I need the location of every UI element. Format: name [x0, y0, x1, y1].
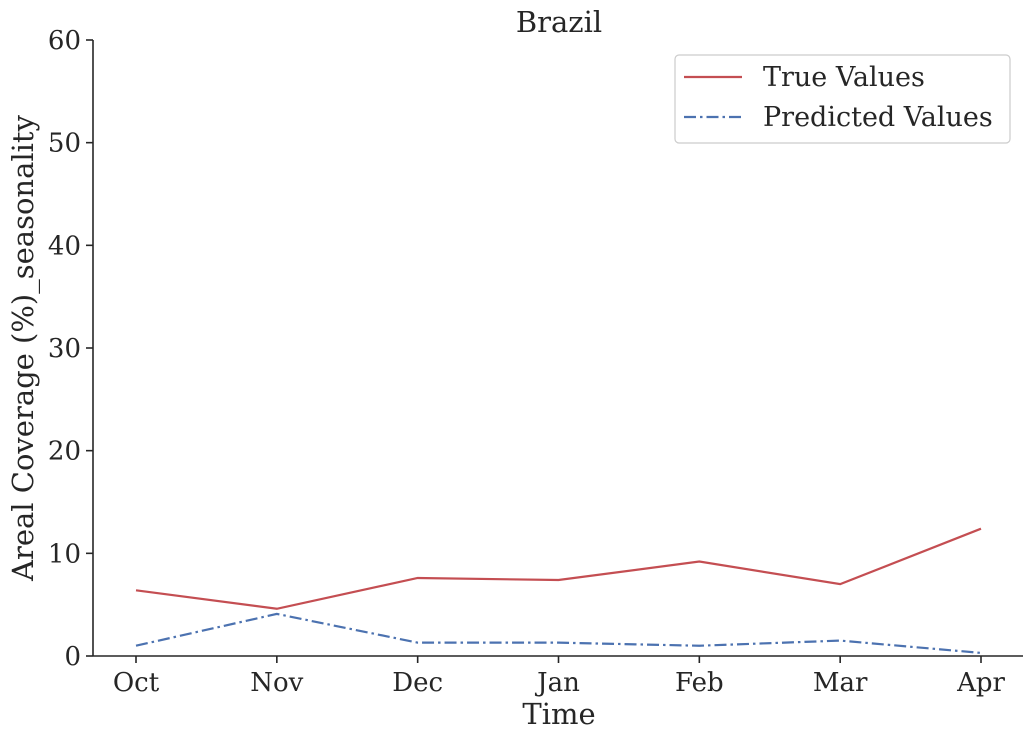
y-axis-title: Areal Coverage (%)_seasonality	[6, 114, 41, 582]
y-tick-label: 30	[48, 334, 81, 364]
chart-title: Brazil	[516, 5, 602, 39]
y-tick-label: 60	[48, 26, 81, 56]
x-tick-label: Mar	[813, 668, 868, 698]
x-tick-label: Oct	[113, 668, 160, 698]
x-tick-label: Jan	[534, 668, 580, 698]
x-tick-label: Apr	[956, 668, 1005, 698]
x-axis: Oct Nov Dec Jan Feb Mar Apr	[93, 655, 1023, 698]
y-tick-label: 40	[48, 231, 81, 261]
x-tick-label: Feb	[675, 668, 724, 698]
legend-box	[674, 54, 1011, 144]
x-axis-title: Time	[522, 697, 595, 731]
x-tick-label: Nov	[250, 668, 303, 698]
y-axis: 0 10 20 30 40 50 60	[48, 26, 94, 672]
series-line-2	[135, 612, 982, 655]
y-tick-label: 20	[48, 437, 81, 467]
y-tick-label: 0	[64, 642, 81, 672]
y-tick-label: 50	[48, 129, 81, 159]
series-layer	[135, 527, 982, 655]
legend-label-2: Predicted Values	[763, 102, 993, 133]
legend: True Values Predicted Values	[674, 54, 1011, 144]
y-tick-label: 10	[48, 539, 81, 569]
legend-label-1: True Values	[763, 62, 925, 93]
series-line-1	[135, 527, 982, 610]
x-tick-label: Dec	[392, 668, 443, 698]
